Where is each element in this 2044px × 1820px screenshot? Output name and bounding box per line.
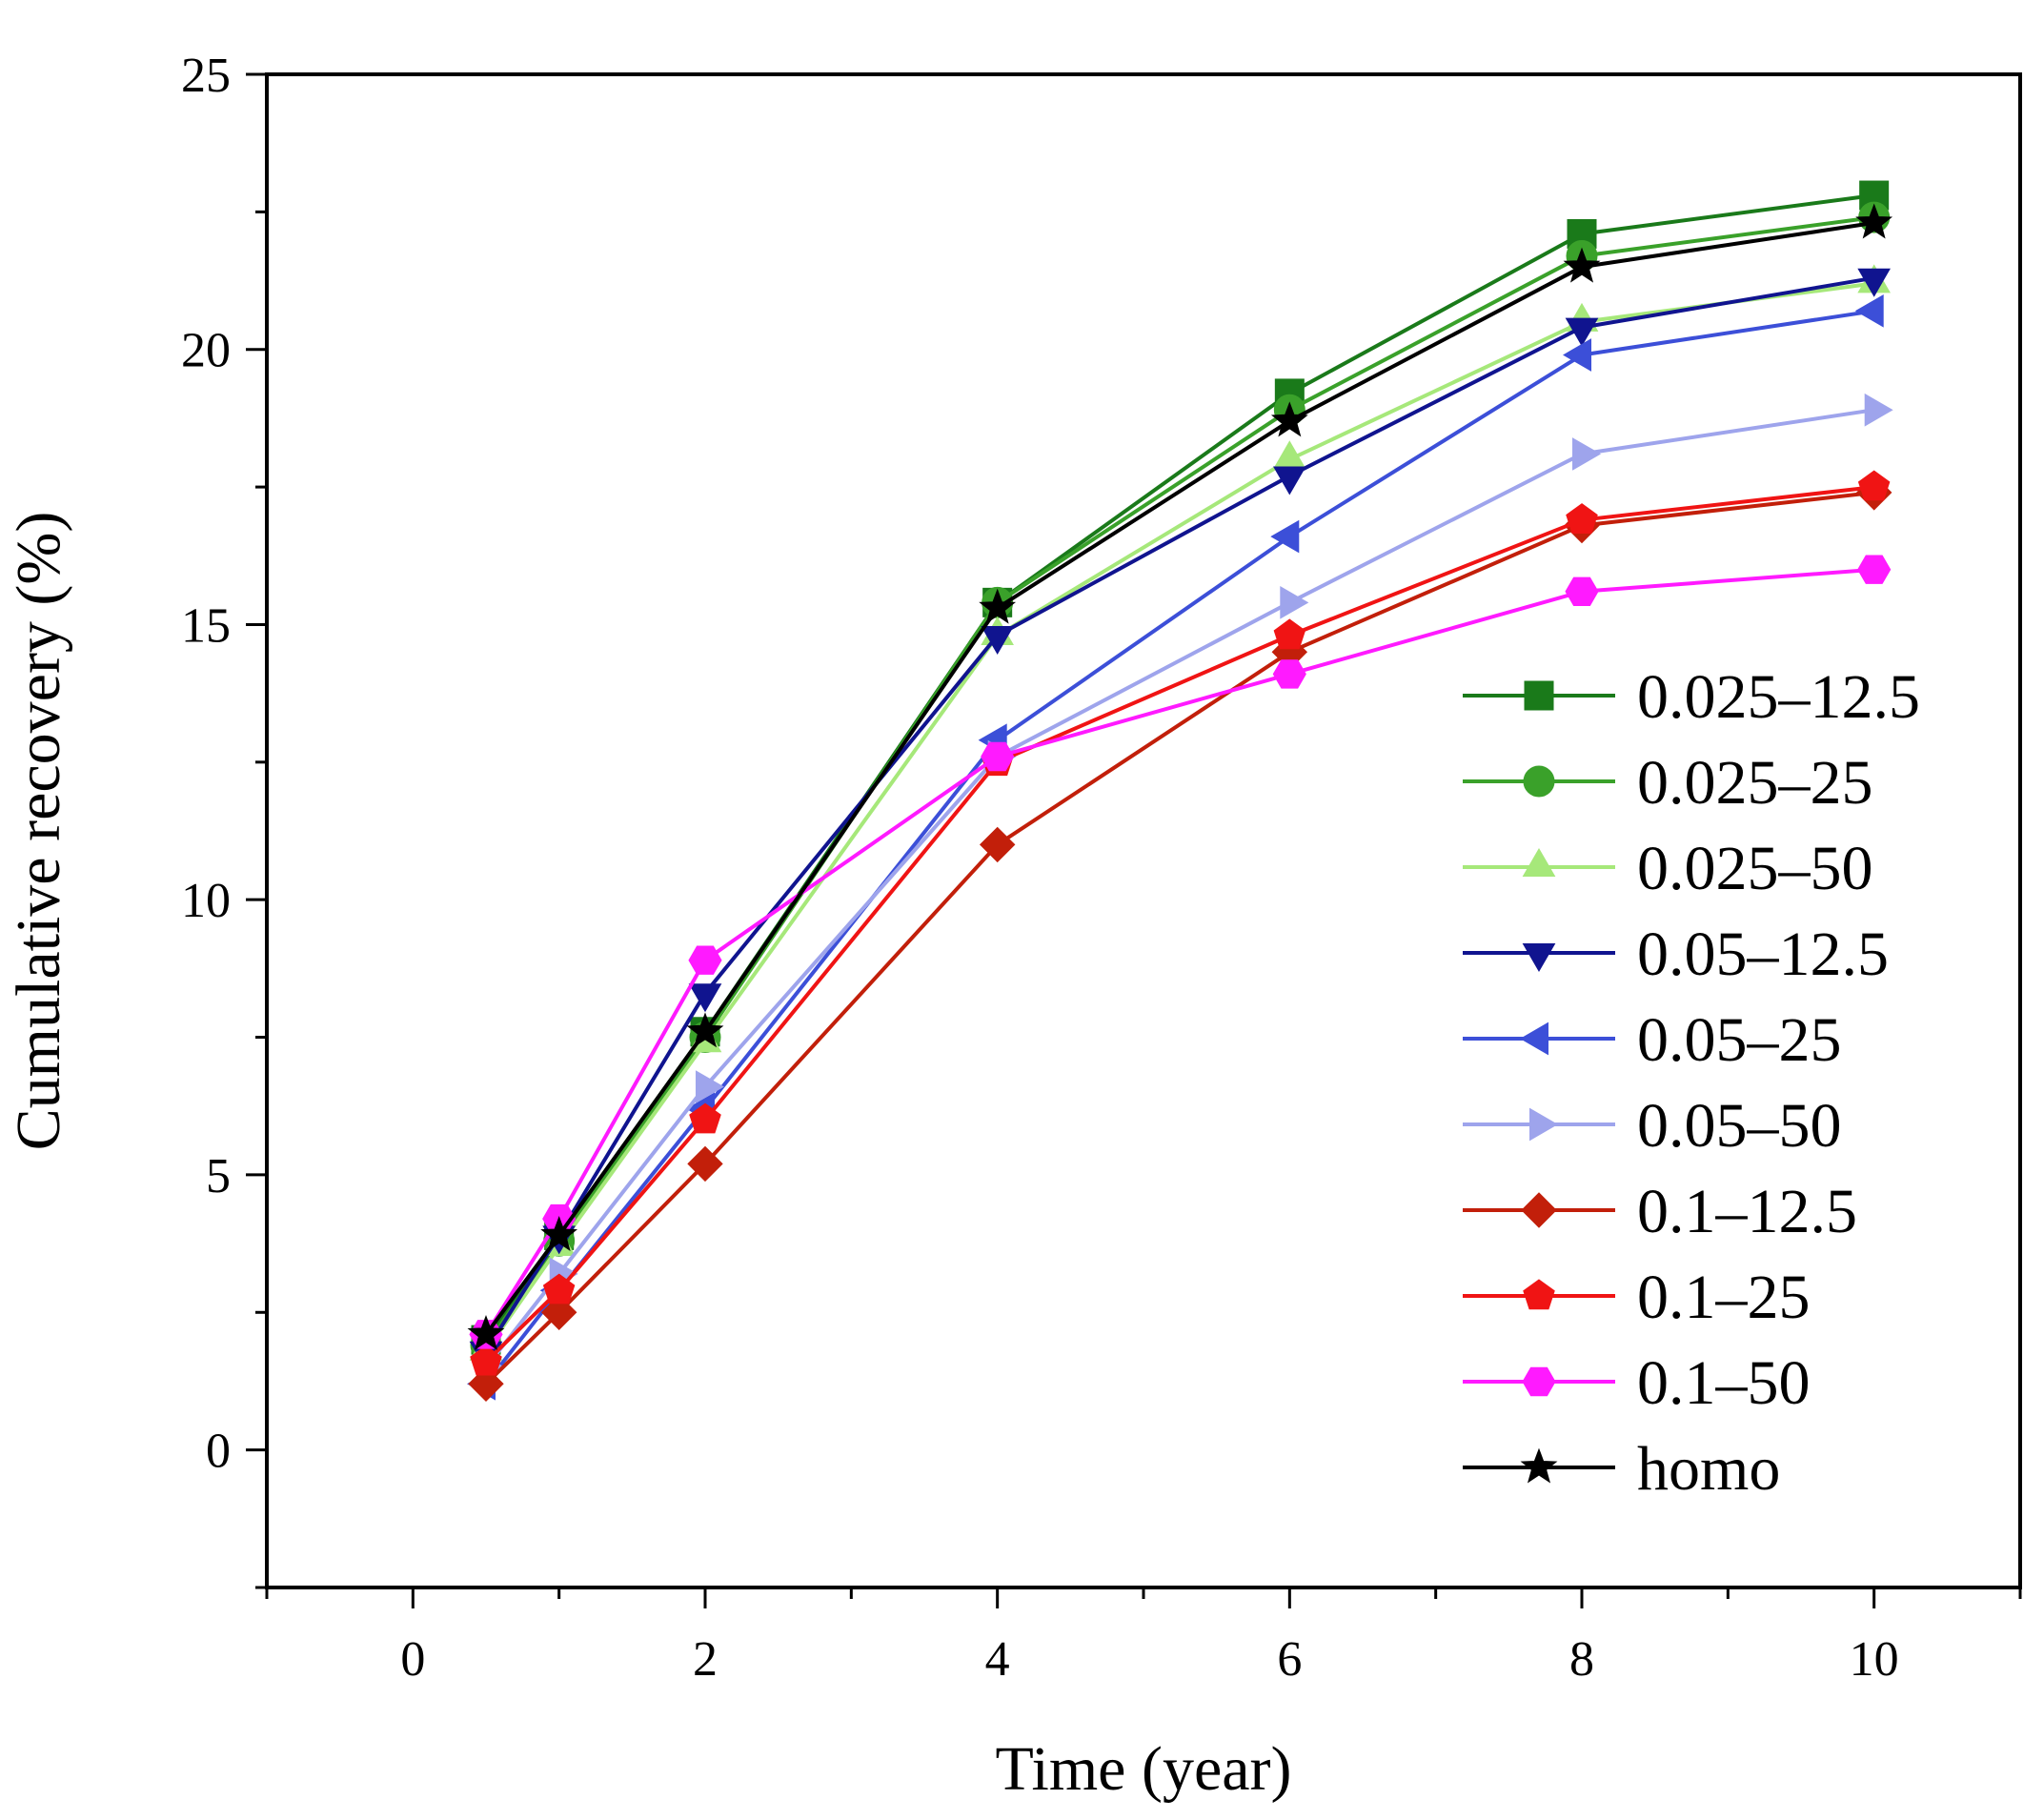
data-point-hexagon bbox=[688, 945, 722, 975]
data-point-triangle-up bbox=[1522, 848, 1556, 877]
legend-entry: 0.1–12.5 bbox=[1463, 1177, 1857, 1246]
legend-label: 0.05–12.5 bbox=[1637, 920, 1889, 989]
data-point-star bbox=[1563, 247, 1601, 283]
legend-label: 0.05–50 bbox=[1637, 1091, 1842, 1161]
x-tick-label: 4 bbox=[985, 1632, 1010, 1687]
data-point-square bbox=[1524, 680, 1554, 711]
data-point-hexagon bbox=[981, 741, 1015, 772]
legend-entry: 0.025–50 bbox=[1463, 834, 1873, 903]
x-tick-label: 10 bbox=[1850, 1632, 1899, 1687]
series-homo bbox=[467, 203, 1893, 1350]
data-point-diamond bbox=[979, 826, 1016, 863]
legend-entry: 0.1–25 bbox=[1463, 1263, 1811, 1332]
legend-label: 0.05–25 bbox=[1637, 1005, 1842, 1075]
data-point-triangle-down bbox=[1857, 268, 1891, 297]
legend-label: 0.1–50 bbox=[1637, 1348, 1811, 1418]
data-point-pentagon bbox=[1566, 503, 1598, 534]
data-point-triangle-down bbox=[1522, 943, 1556, 972]
x-tick-label: 8 bbox=[1569, 1632, 1594, 1687]
x-tick-label: 2 bbox=[693, 1632, 718, 1687]
data-point-hexagon bbox=[1857, 555, 1892, 584]
data-point-star bbox=[540, 1215, 578, 1251]
y-tick-label: 15 bbox=[181, 598, 231, 653]
data-point-triangle-down bbox=[688, 983, 722, 1013]
x-axis: 0 2 4 6 8 10 bbox=[265, 1587, 2022, 1687]
legend-label: 0.1–25 bbox=[1637, 1263, 1811, 1332]
data-point-triangle-left bbox=[1520, 1021, 1548, 1056]
legend-entry: 0.025–12.5 bbox=[1463, 662, 1920, 732]
data-point-triangle-left bbox=[1563, 338, 1591, 372]
legend-label: 0.025–12.5 bbox=[1637, 662, 1920, 732]
data-point-pentagon bbox=[542, 1273, 576, 1304]
data-point-triangle-right bbox=[1864, 393, 1893, 427]
legend-entry: 0.1–50 bbox=[1463, 1348, 1811, 1418]
y-tick-label: 5 bbox=[206, 1149, 231, 1203]
y-tick-label: 10 bbox=[181, 874, 231, 928]
data-point-hexagon bbox=[1565, 576, 1599, 606]
data-point-star bbox=[979, 588, 1017, 624]
data-point-circle bbox=[1523, 765, 1555, 798]
legend-label: 0.025–25 bbox=[1637, 748, 1873, 818]
y-tick-label: 20 bbox=[181, 324, 231, 378]
data-point-triangle-right bbox=[1529, 1107, 1558, 1142]
data-point-star bbox=[1520, 1447, 1558, 1484]
y-axis-title: Cumulative recovery (%) bbox=[4, 512, 73, 1151]
data-point-star bbox=[1855, 203, 1893, 239]
data-point-star bbox=[686, 1012, 724, 1048]
data-point-triangle-left bbox=[1270, 519, 1300, 554]
data-point-pentagon bbox=[1273, 618, 1306, 650]
data-point-hexagon bbox=[1272, 659, 1306, 689]
legend-label: 0.025–50 bbox=[1637, 834, 1873, 903]
data-point-triangle-right bbox=[1280, 586, 1309, 619]
legend-entry: 0.05–25 bbox=[1463, 1005, 1842, 1075]
data-point-pentagon bbox=[689, 1102, 721, 1134]
legend-entry: homo bbox=[1463, 1434, 1780, 1504]
y-tick-label: 25 bbox=[181, 49, 231, 103]
series-layer bbox=[466, 180, 1893, 1403]
data-point-triangle-down bbox=[981, 626, 1014, 656]
data-point-triangle-right bbox=[1572, 437, 1602, 471]
data-point-pentagon bbox=[1857, 470, 1891, 501]
legend-label: homo bbox=[1637, 1434, 1780, 1504]
data-point-triangle-down bbox=[1565, 317, 1599, 347]
legend-entry: 0.05–12.5 bbox=[1463, 920, 1889, 989]
legend-label: 0.1–12.5 bbox=[1637, 1177, 1857, 1246]
data-point-star bbox=[467, 1314, 505, 1350]
y-axis: 0 5 10 15 20 25 bbox=[181, 49, 267, 1589]
y-tick-label: 0 bbox=[206, 1425, 231, 1479]
legend-entry: 0.05–50 bbox=[1463, 1091, 1842, 1161]
data-point-pentagon bbox=[1523, 1279, 1555, 1310]
x-tick-label: 0 bbox=[400, 1632, 425, 1687]
data-point-diamond bbox=[687, 1145, 723, 1183]
data-point-pentagon bbox=[470, 1345, 502, 1376]
legend: 0.025–12.5 0.025–25 0.025–50 0.05–12.5 0.05–… bbox=[1463, 662, 1920, 1504]
x-tick-label: 6 bbox=[1277, 1632, 1302, 1687]
x-axis-title: Time (year) bbox=[996, 1734, 1292, 1804]
data-point-triangle-left bbox=[1854, 294, 1884, 328]
data-point-triangle-down bbox=[1273, 466, 1306, 495]
legend-entry: 0.025–25 bbox=[1463, 748, 1873, 818]
data-point-hexagon bbox=[1522, 1366, 1556, 1397]
data-point-star bbox=[1270, 401, 1308, 437]
data-point-triangle-right bbox=[696, 1070, 725, 1103]
data-point-diamond bbox=[1521, 1192, 1557, 1228]
